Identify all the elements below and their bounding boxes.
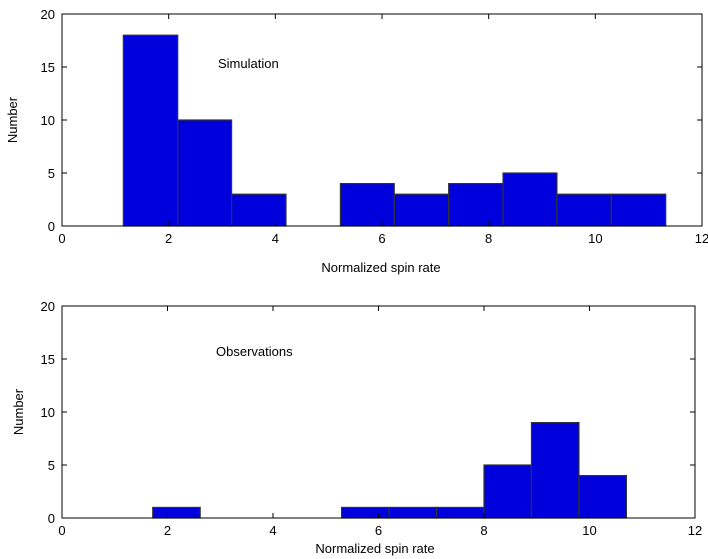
histogram-bar <box>231 193 287 227</box>
histogram-bar <box>610 193 667 227</box>
ticks-group: 0 2 4 6 8 10 12 0 5 10 15 20 <box>41 7 708 246</box>
histogram-bar <box>122 34 179 227</box>
x-tick-label: 2 <box>165 231 172 246</box>
plot-frame <box>61 305 696 519</box>
histogram-bar <box>578 475 628 519</box>
y-tick-label: 15 <box>41 60 55 75</box>
x-tick-label: 4 <box>272 231 279 246</box>
y-tick-label: 20 <box>41 299 55 314</box>
histogram-bar <box>393 193 450 227</box>
bars-group <box>152 422 628 519</box>
x-tick-label: 2 <box>164 523 171 538</box>
x-tick-label: 10 <box>582 523 596 538</box>
bars-group <box>122 34 667 227</box>
y-axis-label: Number <box>11 388 26 435</box>
x-tick-label: 8 <box>485 231 492 246</box>
annotation-label: Observations <box>216 344 293 359</box>
y-tick-label: 10 <box>41 405 55 420</box>
histogram-bar <box>388 506 438 519</box>
x-tick-label: 12 <box>688 523 702 538</box>
x-tick-label: 6 <box>378 231 385 246</box>
y-tick-label: 5 <box>48 166 55 181</box>
histogram-bar <box>339 183 395 227</box>
x-axis-label: Normalized spin rate <box>315 541 434 556</box>
y-tick-label: 5 <box>48 458 55 473</box>
y-axis-label: Number <box>5 96 20 143</box>
annotation-label: Simulation <box>218 56 279 71</box>
x-tick-label: 8 <box>480 523 487 538</box>
x-tick-label: 12 <box>695 231 708 246</box>
x-tick-label: 0 <box>58 231 65 246</box>
ticks-group: 0 2 4 6 8 10 12 0 5 10 15 20 <box>41 299 703 538</box>
histogram-bar <box>483 464 533 519</box>
x-tick-label: 6 <box>375 523 382 538</box>
histogram-simulation: 0 2 4 6 8 10 12 0 5 10 15 20 Simulation Normalized … <box>5 7 708 275</box>
histogram-bar <box>448 183 504 227</box>
y-tick-label: 20 <box>41 7 55 22</box>
y-tick-label: 0 <box>48 219 55 234</box>
histogram-observations: 0 2 4 6 8 10 12 0 5 10 15 20 Observations Normalize… <box>11 299 702 556</box>
y-tick-label: 10 <box>41 113 55 128</box>
histogram-bar <box>556 193 612 227</box>
histogram-bar <box>435 506 485 519</box>
histogram-bar <box>530 422 580 519</box>
x-tick-label: 0 <box>58 523 65 538</box>
histogram-bar <box>177 119 233 227</box>
histogram-bar <box>152 506 201 519</box>
histogram-bar <box>502 172 558 227</box>
x-tick-label: 4 <box>269 523 276 538</box>
y-tick-label: 0 <box>48 511 55 526</box>
histogram-bar <box>340 506 390 519</box>
x-axis-label: Normalized spin rate <box>321 260 440 275</box>
x-tick-label: 10 <box>588 231 602 246</box>
y-tick-label: 15 <box>41 352 55 367</box>
plot-frame <box>61 13 703 227</box>
